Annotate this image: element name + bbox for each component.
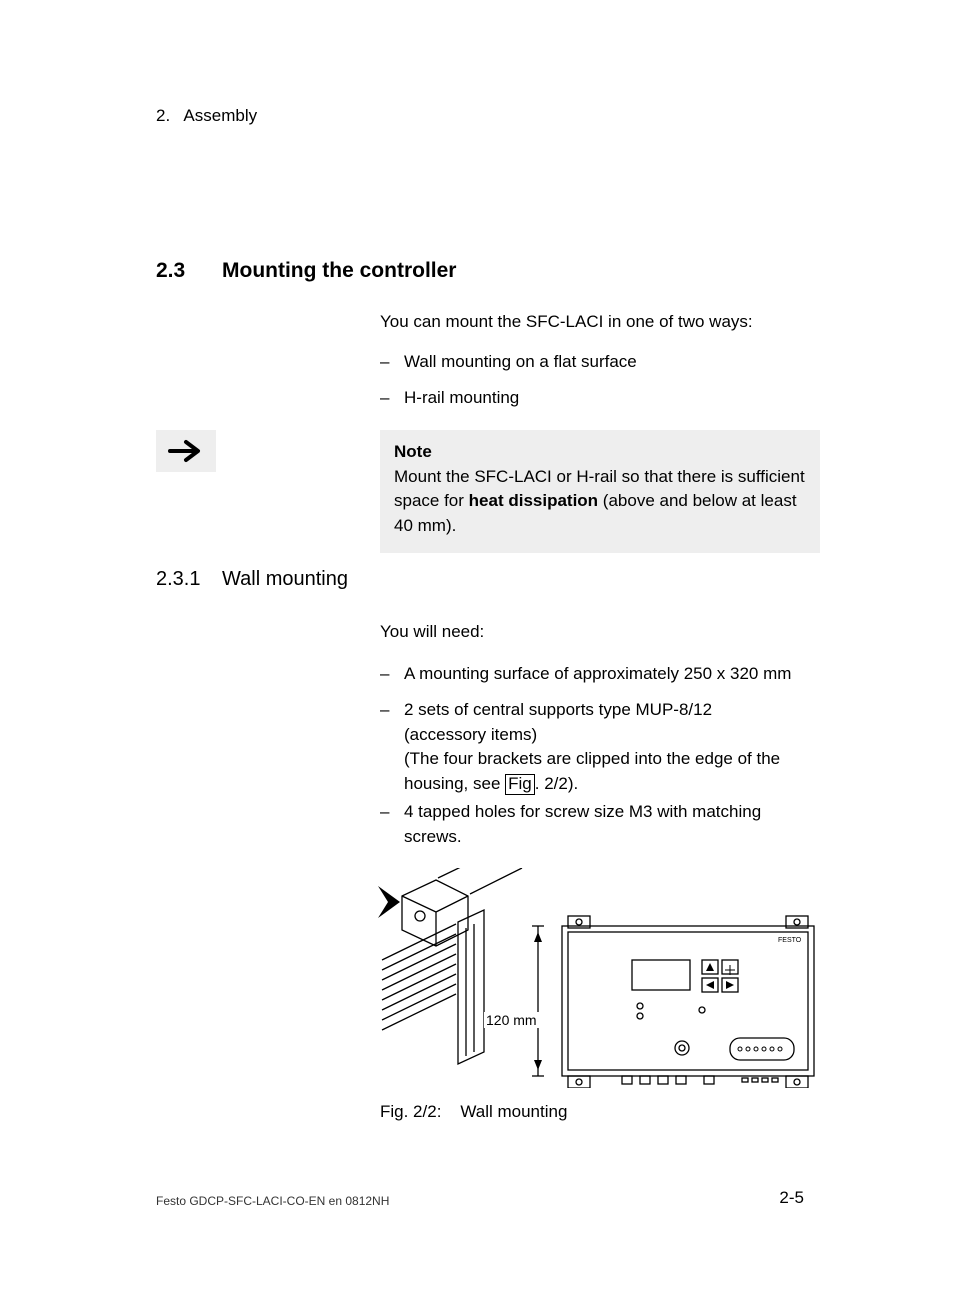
chapter-heading: 2. Assembly <box>156 106 257 126</box>
subsection-title: Wall mounting <box>222 568 348 591</box>
figure-svg: FESTO <box>372 868 820 1088</box>
figure-caption-text: Wall mounting <box>460 1102 567 1121</box>
list-text: A mounting surface of approximately 250 … <box>404 662 794 687</box>
bullet-item: –Wall mounting on a flat surface <box>380 352 637 372</box>
list-text: 2 sets of central supports type MUP-8/12… <box>404 698 794 797</box>
bullet-text: Wall mounting on a flat surface <box>404 352 637 371</box>
figure-reference-link[interactable]: Fig <box>505 774 535 795</box>
figure-caption-prefix: Fig. 2/2: <box>380 1102 441 1121</box>
arrow-right-icon <box>168 438 204 464</box>
section-title: Mounting the controller <box>222 259 456 283</box>
bullet-item: –H-rail mounting <box>380 388 519 408</box>
chapter-number: 2. <box>156 106 170 125</box>
controller-front-icon <box>532 916 814 1088</box>
bullet-dash: – <box>380 352 404 372</box>
bullet-dash: – <box>380 388 404 408</box>
chapter-label: Assembly <box>183 106 257 125</box>
note-text-bold: heat dissipation <box>469 491 598 510</box>
document-page: 2. Assembly 2.3 Mounting the controller … <box>0 0 954 1306</box>
device-brand-label: FESTO <box>778 937 802 944</box>
list-item: –4 tapped holes for screw size M3 with m… <box>380 800 810 849</box>
bullet-text: H-rail mounting <box>404 388 519 407</box>
section-number: 2.3 <box>156 259 185 283</box>
list-item: –2 sets of central supports type MUP-8/1… <box>380 698 810 797</box>
section-intro: You can mount the SFC-LACI in one of two… <box>380 312 753 332</box>
note-icon-box <box>156 430 216 472</box>
bullet-dash: – <box>380 800 404 825</box>
note-box: Note Mount the SFC-LACI or H-rail so tha… <box>380 430 820 553</box>
note-title: Note <box>394 442 432 461</box>
footer-page-number: 2-5 <box>779 1188 804 1208</box>
figure-caption: Fig. 2/2: Wall mounting <box>380 1102 567 1122</box>
subsection-lead: You will need: <box>380 622 484 642</box>
list-text-pre: 2 sets of central supports type MUP-8/12… <box>404 700 780 793</box>
dimension-label: 120 mm <box>484 1012 539 1028</box>
subsection-number: 2.3.1 <box>156 568 200 591</box>
list-text: 4 tapped holes for screw size M3 with ma… <box>404 800 794 849</box>
bullet-dash: – <box>380 662 404 687</box>
figure-wall-mounting: FESTO 120 mm <box>372 868 820 1088</box>
footer-doc-id: Festo GDCP-SFC-LACI-CO-EN en 0812NH <box>156 1194 389 1208</box>
bracket-iso-icon <box>378 868 522 1064</box>
list-item: –A mounting surface of approximately 250… <box>380 662 810 687</box>
bullet-dash: – <box>380 698 404 723</box>
list-text-post: . 2/2). <box>535 774 578 793</box>
